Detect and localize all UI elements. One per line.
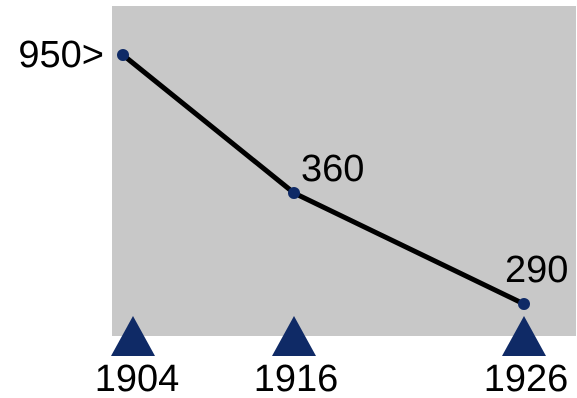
chart-marks: 950> 360 290 1904 1916 1926 [18, 34, 568, 398]
plot-area [112, 6, 576, 336]
x-tick-marker [111, 316, 155, 356]
data-point [288, 187, 300, 199]
data-label: 950> [18, 34, 104, 76]
x-tick-marker [502, 316, 546, 356]
x-tick-label: 1904 [95, 358, 180, 398]
data-point [117, 49, 129, 61]
data-label: 290 [505, 249, 568, 291]
data-label: 360 [301, 148, 364, 190]
x-tick-label: 1916 [254, 358, 339, 398]
x-tick-label: 1926 [484, 358, 569, 398]
data-point [518, 298, 530, 310]
x-tick-marker [272, 316, 316, 356]
